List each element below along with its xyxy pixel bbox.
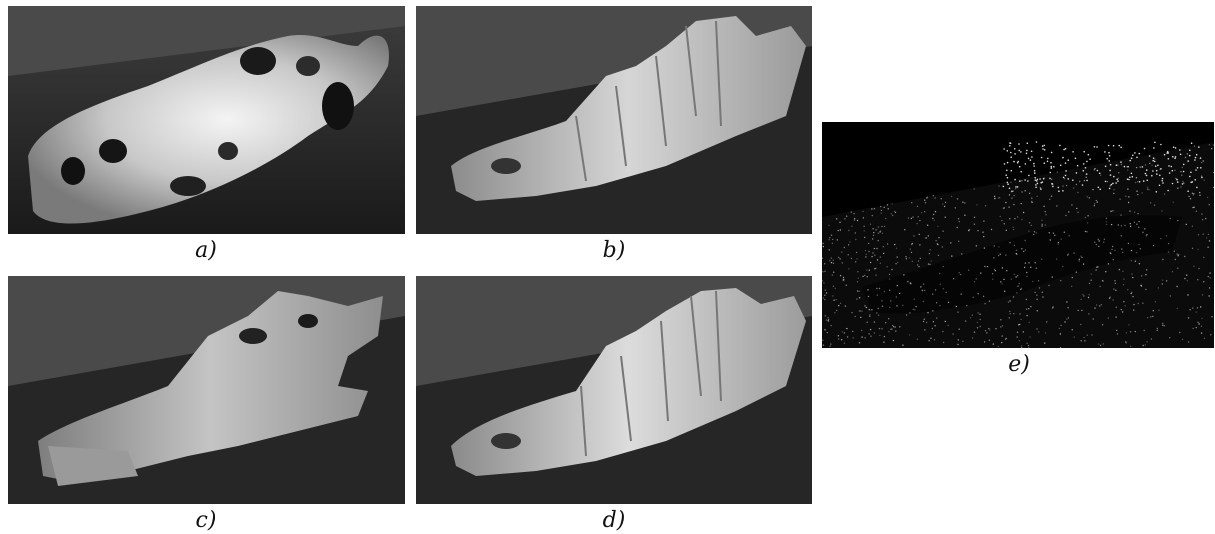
- panel-a-smooth-render: [8, 6, 405, 234]
- panel-a-label: a): [195, 238, 217, 263]
- panel-e-label: e): [1008, 352, 1030, 377]
- panel-e-point-cloud: [822, 122, 1214, 348]
- panel-d-mesh-render: [416, 276, 812, 504]
- panel-b-mesh-render: [416, 6, 812, 234]
- panel-d-label: d): [602, 508, 626, 533]
- panel-b-label: b): [602, 238, 626, 263]
- panel-c-mesh-render: [8, 276, 405, 504]
- panel-c-label: c): [195, 508, 217, 533]
